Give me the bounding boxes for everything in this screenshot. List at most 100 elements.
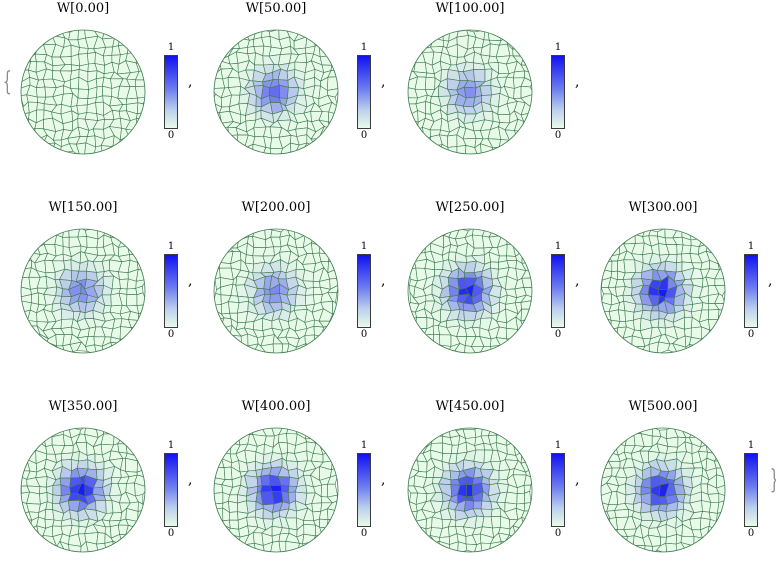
- mesh-cell: [707, 237, 720, 246]
- mesh-cell: [134, 542, 145, 552]
- mesh-cell: [609, 540, 617, 552]
- mesh-cell: [214, 44, 226, 59]
- mesh-cell: [487, 30, 502, 42]
- mesh-cell: [512, 36, 527, 50]
- mesh-cell: [214, 429, 225, 439]
- mesh-cell: [305, 428, 316, 440]
- mesh-cell: [118, 44, 129, 56]
- mesh-cell: [408, 316, 417, 329]
- mesh-cell: [482, 516, 493, 529]
- mesh-cell: [690, 229, 704, 241]
- mesh-cell: [119, 342, 129, 353]
- mesh-cell: [328, 121, 338, 131]
- mesh-cell: [116, 229, 129, 239]
- mesh-cell: [39, 143, 44, 153]
- mesh-cell: [303, 30, 314, 38]
- panel-title: W[100.00]: [435, 1, 505, 16]
- mesh-cell: [608, 327, 619, 340]
- mesh-cell: [214, 451, 222, 460]
- mesh-cell: [138, 325, 145, 337]
- legend-max-label: 1: [360, 440, 368, 451]
- mesh-cell: [516, 533, 527, 543]
- mesh-cell: [676, 500, 685, 511]
- mesh-cell: [480, 542, 491, 552]
- mesh-cell: [700, 540, 709, 552]
- mesh-cell: [21, 137, 29, 149]
- closing-brace: }: [770, 467, 776, 493]
- mesh-cell: [21, 428, 32, 438]
- mesh-cell: [408, 229, 417, 240]
- legend-min-label: 0: [360, 130, 368, 141]
- mesh-cell: [127, 237, 137, 249]
- mesh-cell: [408, 525, 419, 537]
- mesh-cell: [505, 327, 519, 340]
- mesh-cell: [408, 533, 416, 542]
- mesh-cell: [120, 428, 129, 439]
- mesh-cell: [134, 134, 145, 148]
- mesh-cell: [294, 294, 307, 307]
- mesh-cell: [214, 234, 224, 247]
- mesh-cell: [438, 344, 452, 353]
- mesh-cell: [318, 36, 331, 46]
- mesh-cell: [125, 433, 137, 446]
- color-legend-bar: [357, 254, 371, 328]
- mesh-cell: [504, 143, 516, 154]
- mesh-cell: [424, 76, 436, 91]
- mesh-cell: [320, 483, 328, 498]
- list-separator: ,: [188, 273, 193, 289]
- mesh-cell: [311, 428, 324, 439]
- mesh-cell: [505, 428, 515, 437]
- mesh-cell: [55, 286, 63, 297]
- mesh-cell: [125, 38, 138, 50]
- mesh-cell: [278, 433, 288, 444]
- mesh-cell: [51, 434, 65, 446]
- mesh-cell: [227, 77, 242, 88]
- legend-max-label: 1: [167, 241, 175, 252]
- mesh-cell: [52, 519, 63, 527]
- mesh-disk: [600, 427, 726, 553]
- mesh-cell: [667, 343, 679, 353]
- mesh-cell: [521, 517, 532, 531]
- mesh-cell: [27, 544, 41, 550]
- mesh-cell: [229, 334, 242, 347]
- mesh-cell: [408, 341, 418, 353]
- mesh-cell: [305, 343, 316, 353]
- mesh-cell: [472, 234, 485, 249]
- mesh-cell: [520, 55, 532, 67]
- mesh-cell: [236, 544, 246, 552]
- mesh-cell: [606, 428, 621, 439]
- mesh-cell: [521, 443, 532, 456]
- mesh-cell: [228, 229, 240, 241]
- mesh-cell: [666, 436, 679, 448]
- mesh-cell: [128, 134, 140, 148]
- mesh-cell: [505, 342, 515, 353]
- mesh-cell: [329, 230, 338, 238]
- mesh-cell: [86, 52, 96, 65]
- mesh-cell: [77, 88, 89, 100]
- mesh-cell: [21, 536, 32, 545]
- mesh-cell: [434, 260, 444, 271]
- mesh-cell: [244, 449, 257, 464]
- mesh-cell: [125, 30, 140, 41]
- disk-outline: [213, 427, 339, 553]
- mesh-cell: [214, 317, 225, 330]
- mesh-cell: [312, 541, 325, 551]
- mesh-cell: [26, 145, 41, 154]
- mesh-cell: [421, 342, 435, 353]
- mesh-cell: [472, 500, 483, 510]
- disk-outline: [600, 427, 726, 553]
- mesh-cell: [520, 300, 532, 310]
- mesh-cell: [110, 341, 123, 353]
- mesh-cell: [601, 540, 612, 552]
- mesh-cell: [614, 508, 629, 518]
- mesh-cell: [43, 544, 58, 552]
- mesh-cell: [490, 507, 501, 518]
- mesh-cell: [329, 536, 338, 547]
- mesh-cell: [26, 436, 41, 446]
- panel-title: W[350.00]: [48, 399, 118, 414]
- mesh-cell: [328, 243, 338, 255]
- mesh-cell: [135, 433, 145, 447]
- mesh-cell: [214, 144, 224, 154]
- mesh-cell: [615, 344, 628, 353]
- color-legend-bar: [164, 254, 178, 328]
